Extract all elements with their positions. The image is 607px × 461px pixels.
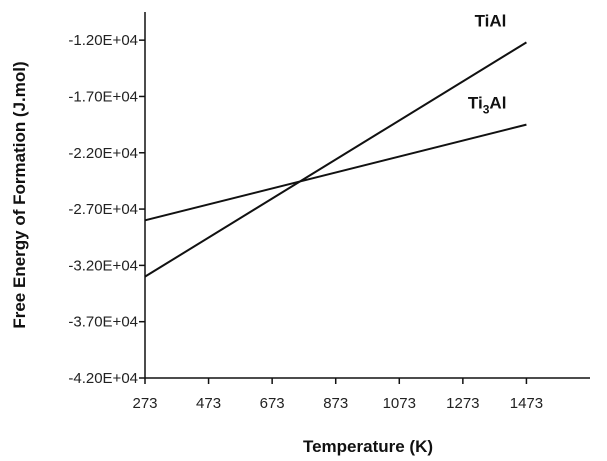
x-ticks: 273 473 673 873 1073 1273 1473 <box>132 378 543 412</box>
x-tick-label: 1273 <box>446 395 479 412</box>
series-label-tail: Al <box>489 94 506 113</box>
y-tick-label: -3.20E+04 <box>68 257 138 274</box>
plot-area <box>144 12 590 379</box>
y-axis-title: Free Energy of Formation (J.mol) <box>10 61 29 328</box>
series-label-0: TiAl <box>475 11 507 30</box>
y-ticks: -4.20E+04 -3.70E+04 -3.20E+04 -2.70E+04 -2.2… <box>68 32 145 387</box>
x-tick-label: 873 <box>323 395 348 412</box>
series-label-1: Ti3Al <box>468 94 507 117</box>
y-tick-label: -2.20E+04 <box>68 145 138 162</box>
series-label-main: TiAl <box>475 11 507 30</box>
x-tick-label: 473 <box>196 395 221 412</box>
x-axis-title: Temperature (K) <box>303 437 433 456</box>
y-tick-label: -4.20E+04 <box>68 370 138 387</box>
y-tick-label: -1.20E+04 <box>68 32 138 49</box>
series-line-1 <box>144 123 527 222</box>
series-line-0 <box>144 41 527 278</box>
series-label-subscript: 3 <box>483 103 490 117</box>
series-label-main: Ti <box>468 94 483 113</box>
y-tick-label: -3.70E+04 <box>68 314 138 331</box>
x-tick-label: 673 <box>260 395 285 412</box>
series-lines <box>144 41 527 278</box>
x-tick-label: 1473 <box>510 395 543 412</box>
x-tick-label: 273 <box>132 395 157 412</box>
y-tick-label: -1.70E+04 <box>68 88 138 105</box>
y-tick-label: -2.70E+04 <box>68 201 138 218</box>
x-tick-label: 1073 <box>383 395 416 412</box>
